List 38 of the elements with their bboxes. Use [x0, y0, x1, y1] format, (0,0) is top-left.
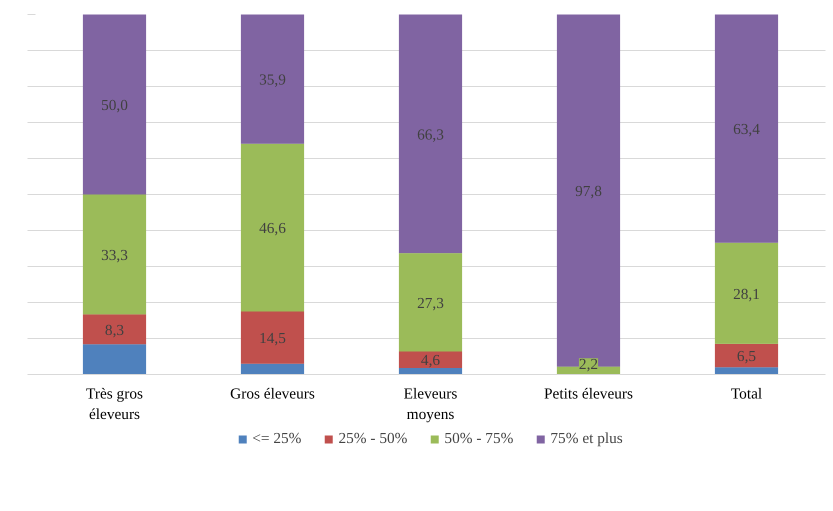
bar: [240, 312, 304, 364]
x-tick-label: Petits éleveurs: [544, 386, 634, 402]
bar: [82, 14, 146, 194]
data-label: 4,6: [420, 352, 440, 370]
data-label: 63,4: [733, 121, 760, 138]
data-label: 50,0: [101, 97, 128, 114]
data-label: 97,8: [575, 183, 602, 200]
bar: [714, 14, 778, 243]
data-label: 28,1: [733, 286, 760, 303]
data-label: 35,9: [259, 72, 286, 89]
data-label: 27,3: [417, 294, 444, 312]
bar: [82, 314, 146, 344]
bar: [714, 344, 778, 368]
legend-label: <= 25%: [252, 430, 302, 448]
data-label: 8,3: [104, 322, 124, 339]
data-label: 33,3: [101, 246, 128, 264]
x-tick-label: Eleveurs moyens: [404, 386, 458, 423]
legend-label: 50% - 75%: [444, 430, 514, 448]
bar: [714, 367, 778, 374]
bar: [398, 368, 462, 374]
legend-label: 75% et plus: [550, 430, 623, 448]
bar: [714, 242, 778, 344]
data-label: 46,6: [259, 220, 286, 238]
x-tick-label: Total: [730, 386, 762, 402]
bar: [240, 14, 304, 144]
x-tick-label: Très gros éleveurs: [86, 386, 143, 423]
data-label: 66,3: [417, 126, 444, 144]
bar: [240, 364, 304, 374]
bar: [82, 194, 146, 314]
data-label: 6,5: [736, 348, 756, 366]
bar: [82, 344, 146, 374]
data-label: 2,2: [578, 356, 598, 374]
legend-label: 25% - 50%: [338, 430, 408, 448]
data-label: 14,5: [259, 330, 286, 348]
x-tick-label: Gros éleveurs: [230, 386, 315, 402]
bar: [398, 253, 462, 352]
bar: [398, 14, 462, 254]
bar: [240, 144, 304, 312]
